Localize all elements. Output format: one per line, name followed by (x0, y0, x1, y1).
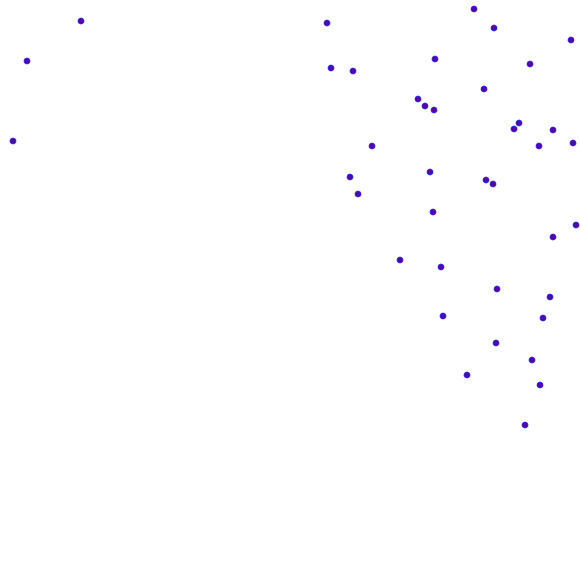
scatter-point-16 (515, 119, 523, 127)
scatter-point-33 (546, 293, 554, 301)
scatter-points (9, 5, 580, 429)
scatter-point-6 (490, 24, 498, 32)
scatter-point-7 (567, 36, 575, 44)
scatter-point-39 (536, 381, 544, 389)
scatter-point-37 (528, 356, 536, 364)
scatter-point-8 (327, 64, 335, 72)
scatter-point-25 (489, 180, 497, 188)
scatter-point-4 (323, 19, 331, 27)
scatter-point-24 (482, 176, 490, 184)
scatter-point-14 (421, 102, 429, 110)
scatter-point-17 (510, 125, 518, 133)
scatter-point-22 (426, 168, 434, 176)
scatter-point-18 (549, 126, 557, 134)
scatter-point-5 (470, 5, 478, 13)
scatter-point-9 (349, 67, 357, 75)
scatter-point-35 (539, 314, 547, 322)
scatter-point-1 (77, 17, 85, 25)
scatter-point-29 (549, 233, 557, 241)
scatter-point-15 (430, 106, 438, 114)
scatter-point-34 (439, 312, 447, 320)
scatter-point-21 (368, 142, 376, 150)
scatter-point-28 (572, 221, 580, 229)
scatter-point-30 (396, 256, 404, 264)
scatter-point-3 (9, 137, 17, 145)
scatter-point-19 (535, 142, 543, 150)
scatter-point-23 (346, 173, 354, 181)
scatter-point-27 (429, 208, 437, 216)
scatter-point-20 (569, 139, 577, 147)
scatter-point-10 (431, 55, 439, 63)
scatter-point-2 (23, 57, 31, 65)
scatter-point-11 (526, 60, 534, 68)
scatter-point-26 (354, 190, 362, 198)
scatter-point-12 (480, 85, 488, 93)
scatter-point-38 (463, 371, 471, 379)
scatter-point-31 (437, 263, 445, 271)
scatter-point-32 (493, 285, 501, 293)
scatter-point-36 (492, 339, 500, 347)
scatter-point-40 (521, 421, 529, 429)
scatter-point-13 (414, 95, 422, 103)
